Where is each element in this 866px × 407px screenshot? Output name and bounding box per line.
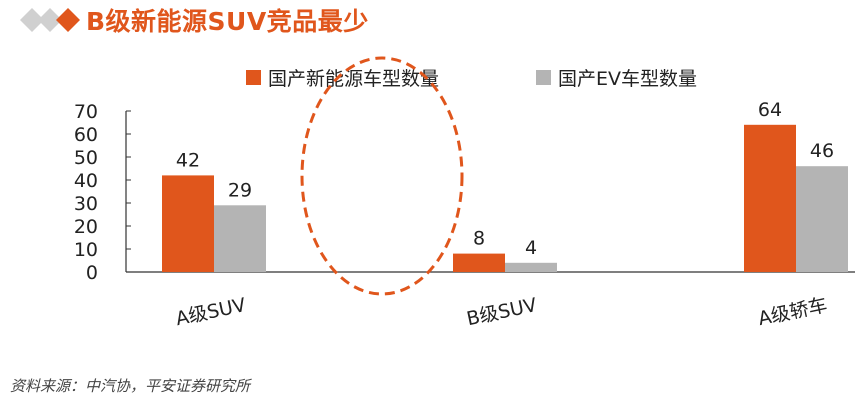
data-label: 42 [176,149,200,171]
bar [796,166,848,272]
x-tick-label: A级SUV [174,294,248,330]
data-label: 29 [228,179,252,201]
legend: 国产新能源车型数量 国产EV车型数量 [246,68,697,90]
data-label: 46 [810,140,834,162]
y-tick-label: 0 [86,262,98,284]
legend-label: 国产新能源车型数量 [268,68,439,90]
bar [162,175,214,272]
x-axis-labels: A级SUVB级SUVA级轿车B级轿车 [174,294,830,330]
chart-title: B级新能源SUV竞品最少 [86,7,369,36]
data-labels: 4229846446165 [176,99,834,259]
y-tick-label: 70 [74,101,98,123]
highlight-ellipse [300,56,464,296]
bar [214,205,266,272]
data-label: 64 [758,99,782,121]
y-tick-label: 10 [74,239,98,261]
y-tick-label: 20 [74,216,98,238]
source-note: 资料来源：中汽协，平安证券研究所 [10,377,251,395]
bars [162,124,848,272]
y-tick-label: 60 [74,124,98,146]
data-label: 8 [473,228,485,250]
legend-label: 国产EV车型数量 [558,68,697,90]
y-tick-label: 30 [74,193,98,215]
title-row: B级新能源SUV竞品最少 [10,2,369,38]
bar [453,253,505,272]
x-tick-label: A级轿车 [756,294,829,330]
y-tick-label: 50 [74,147,98,169]
legend-swatch [536,70,551,85]
y-tick-label: 40 [74,170,98,192]
data-label: 4 [525,237,537,259]
legend-swatch [246,70,261,85]
diamond-bullets-icon [20,8,80,32]
x-tick-label: B级SUV [465,294,539,330]
bar [744,124,796,272]
bar [505,262,557,272]
